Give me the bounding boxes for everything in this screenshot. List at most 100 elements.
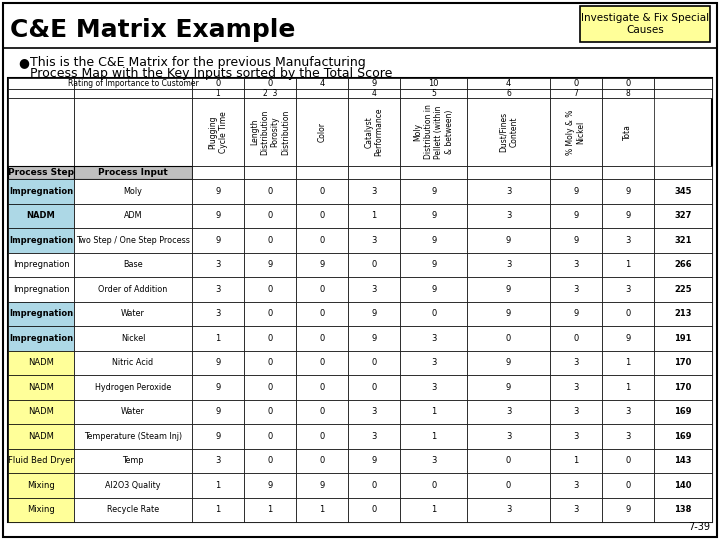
Bar — [467, 301, 550, 326]
Text: Investigate & Fix Special
Causes: Investigate & Fix Special Causes — [581, 13, 709, 35]
Text: Water: Water — [121, 309, 145, 318]
Bar — [467, 449, 550, 473]
Text: 6: 6 — [506, 89, 511, 98]
Bar — [192, 497, 244, 522]
Bar — [400, 350, 467, 375]
Bar — [348, 78, 400, 89]
Text: 3: 3 — [372, 432, 377, 441]
Text: 3: 3 — [573, 481, 579, 490]
Bar — [550, 301, 602, 326]
Bar — [8, 326, 74, 350]
Bar — [348, 277, 400, 301]
Text: Two Step / One Step Process: Two Step / One Step Process — [76, 236, 190, 245]
Text: 0: 0 — [320, 211, 325, 220]
Text: Impregnation: Impregnation — [9, 236, 73, 245]
Bar — [296, 350, 348, 375]
Text: Tota: Tota — [624, 124, 632, 140]
Text: Impregnation: Impregnation — [13, 285, 69, 294]
Bar — [602, 179, 654, 204]
Bar — [550, 179, 602, 204]
Text: 9: 9 — [431, 236, 436, 245]
Text: Mixing: Mixing — [27, 505, 55, 514]
Bar — [348, 204, 400, 228]
Text: 9: 9 — [215, 187, 220, 195]
Text: 9: 9 — [573, 187, 578, 195]
Bar — [192, 277, 244, 301]
Text: 0: 0 — [267, 211, 273, 220]
Text: 0: 0 — [573, 334, 578, 343]
Bar — [550, 98, 602, 166]
Text: 327: 327 — [674, 211, 692, 220]
Text: 266: 266 — [674, 260, 692, 269]
Bar — [348, 253, 400, 277]
Text: 9: 9 — [625, 505, 631, 514]
Bar — [296, 449, 348, 473]
Bar — [192, 204, 244, 228]
Bar — [654, 179, 712, 204]
Text: Dust/Fines
Content: Dust/Fines Content — [499, 112, 518, 152]
Bar — [8, 179, 74, 204]
Bar — [467, 424, 550, 449]
Text: 0: 0 — [431, 309, 436, 318]
Bar — [8, 78, 712, 522]
Text: 3: 3 — [506, 432, 511, 441]
Bar — [654, 277, 712, 301]
Text: 0: 0 — [320, 456, 325, 465]
Bar — [400, 301, 467, 326]
Text: 3: 3 — [573, 432, 579, 441]
Bar — [654, 497, 712, 522]
Text: NADM: NADM — [27, 211, 55, 220]
Text: 7-39: 7-39 — [688, 522, 710, 532]
Bar — [244, 449, 296, 473]
Text: 143: 143 — [674, 456, 692, 465]
Bar — [8, 204, 74, 228]
Text: 3: 3 — [431, 358, 436, 367]
Text: 0: 0 — [506, 481, 511, 490]
Bar — [74, 228, 192, 253]
Bar — [654, 89, 712, 98]
Text: ●: ● — [18, 56, 29, 69]
Text: 9: 9 — [625, 211, 631, 220]
Bar — [654, 375, 712, 400]
Text: 0: 0 — [267, 236, 273, 245]
Bar — [244, 204, 296, 228]
Bar — [400, 253, 467, 277]
Bar — [244, 424, 296, 449]
Bar — [8, 98, 74, 166]
Text: 3: 3 — [431, 456, 436, 465]
Bar — [550, 473, 602, 497]
Text: 1: 1 — [267, 505, 273, 514]
Text: 9: 9 — [625, 187, 631, 195]
Text: 0: 0 — [267, 383, 273, 391]
Text: Fluid Bed Dryer: Fluid Bed Dryer — [8, 456, 74, 465]
Text: 3: 3 — [573, 358, 579, 367]
Text: 170: 170 — [674, 358, 692, 367]
Text: 9: 9 — [506, 285, 511, 294]
Bar — [550, 449, 602, 473]
Text: Moly
Distribution in
Pellett (within
& between): Moly Distribution in Pellett (within & b… — [413, 105, 454, 159]
Text: 9: 9 — [506, 358, 511, 367]
Text: 7: 7 — [573, 89, 578, 98]
Text: 9: 9 — [215, 211, 220, 220]
Text: 3: 3 — [506, 187, 511, 195]
Bar — [602, 89, 654, 98]
Bar — [296, 301, 348, 326]
Text: 3: 3 — [506, 407, 511, 416]
Text: Al2O3 Quality: Al2O3 Quality — [105, 481, 161, 490]
Bar — [348, 350, 400, 375]
Bar — [74, 350, 192, 375]
Text: 0: 0 — [372, 481, 377, 490]
Text: Process Step: Process Step — [8, 168, 74, 177]
Bar — [467, 277, 550, 301]
Bar — [192, 166, 244, 179]
Bar — [348, 473, 400, 497]
Bar — [192, 98, 244, 166]
Bar — [192, 89, 244, 98]
Bar — [654, 473, 712, 497]
Text: 3: 3 — [625, 285, 631, 294]
Text: 1: 1 — [431, 407, 436, 416]
Text: 1: 1 — [215, 89, 220, 98]
Bar — [602, 424, 654, 449]
Bar — [296, 179, 348, 204]
Bar — [8, 400, 74, 424]
